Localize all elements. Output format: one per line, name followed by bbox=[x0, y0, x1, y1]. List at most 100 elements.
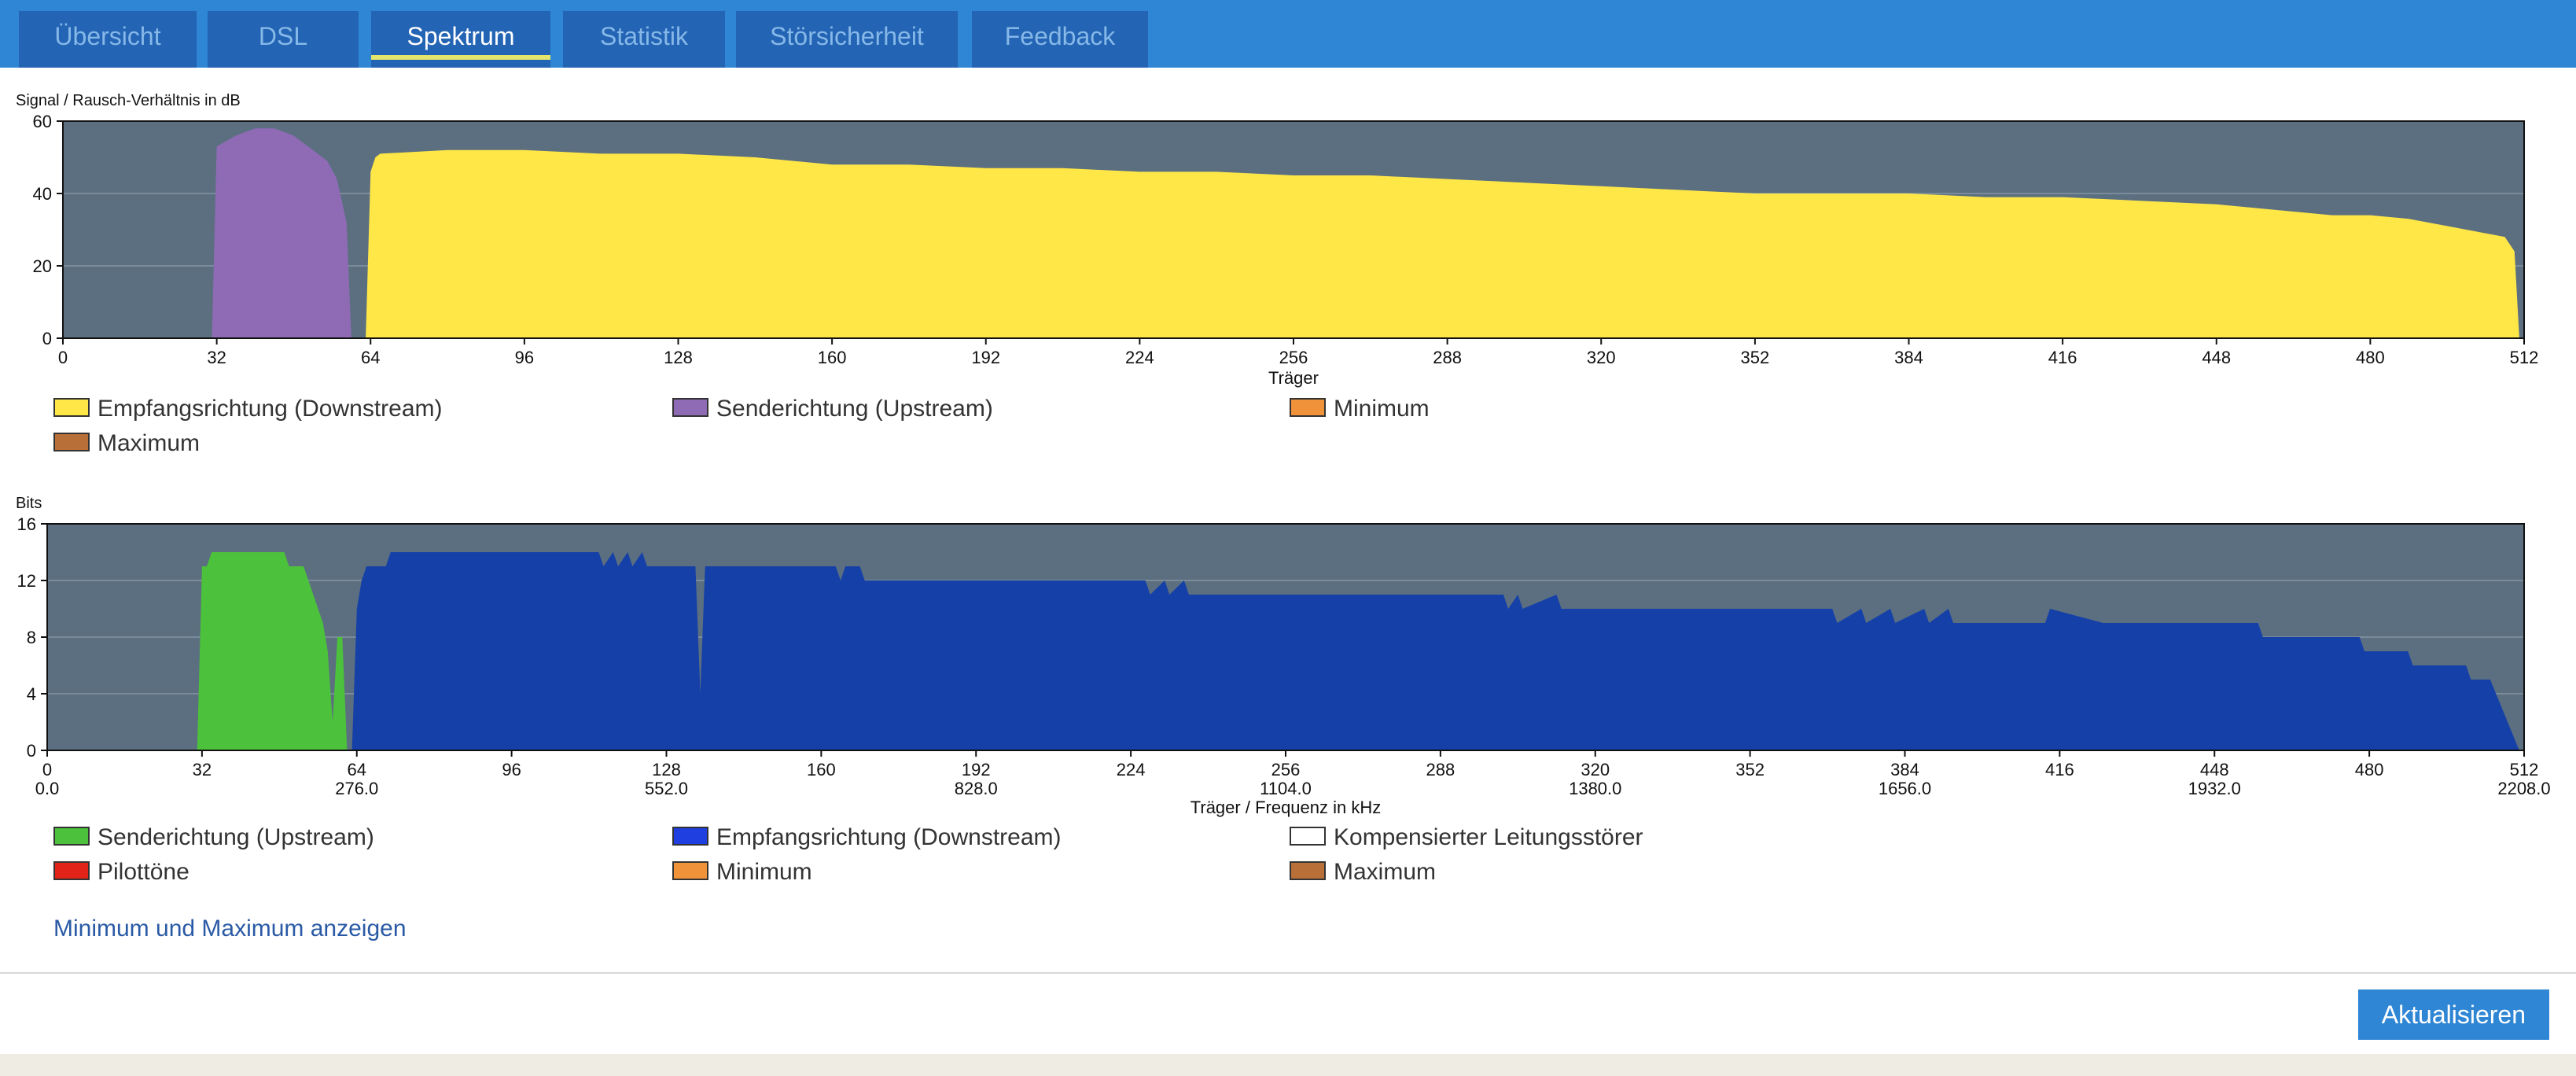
legend-label: Minimum bbox=[716, 859, 812, 885]
legend-downstream: Empfangsrichtung (Downstream) bbox=[672, 824, 1062, 852]
tab-statistik[interactable]: Statistik bbox=[563, 11, 725, 68]
series-area bbox=[197, 552, 352, 750]
legend-swatch bbox=[53, 433, 90, 452]
series-area bbox=[212, 128, 351, 338]
x-tick-label: 416 bbox=[2045, 760, 2074, 779]
legend-label: Kompensierter Leitungsstörer bbox=[1334, 824, 1643, 850]
x-tick-label: 64 bbox=[348, 760, 366, 779]
legend-upstream: Senderichtung (Upstream) bbox=[672, 395, 993, 423]
tab-dsl[interactable]: DSL bbox=[208, 11, 359, 68]
legend-downstream: Empfangsrichtung (Downstream) bbox=[53, 395, 443, 423]
freq-tick-label: 1104.0 bbox=[1260, 779, 1312, 798]
x-tick-label: 224 bbox=[1125, 348, 1154, 367]
x-tick-label: 192 bbox=[962, 760, 991, 779]
x-tick-label: 32 bbox=[193, 760, 212, 779]
page-bottom bbox=[0, 1054, 2576, 1076]
tab-uebersicht[interactable]: Übersicht bbox=[19, 11, 197, 68]
tab-feedback[interactable]: Feedback bbox=[972, 11, 1148, 68]
tab-label: Statistik bbox=[599, 22, 689, 50]
x-tick-label: 448 bbox=[2200, 760, 2229, 779]
tab-label: Spektrum bbox=[407, 22, 515, 50]
legend-label: Empfangsrichtung (Downstream) bbox=[98, 396, 443, 422]
series-area bbox=[366, 149, 2519, 338]
freq-tick-label: 2208.0 bbox=[2497, 779, 2550, 798]
x-axis-label: Träger / Frequenz in kHz bbox=[1190, 798, 1382, 817]
legend-swatch bbox=[53, 398, 90, 418]
y-axis-label: Bits bbox=[16, 495, 42, 512]
legend-swatch bbox=[1290, 827, 1326, 846]
freq-tick-label: 1380.0 bbox=[1569, 779, 1621, 798]
x-tick-label: 160 bbox=[818, 348, 847, 367]
freq-tick-label: 276.0 bbox=[335, 779, 378, 798]
x-tick-label: 384 bbox=[1890, 760, 1919, 779]
tab-label: Feedback bbox=[1004, 22, 1116, 50]
x-tick-label: 384 bbox=[1894, 348, 1923, 367]
x-tick-label: 448 bbox=[2202, 348, 2231, 367]
legend-minimum: Minimum bbox=[1290, 395, 1430, 423]
x-tick-label: 480 bbox=[2356, 348, 2385, 367]
y-tick-label: 60 bbox=[33, 112, 52, 131]
x-tick-label: 160 bbox=[807, 760, 836, 779]
x-tick-label: 256 bbox=[1271, 760, 1301, 779]
tab-label: Störsicherheit bbox=[770, 22, 924, 50]
legend-minimum: Minimum bbox=[672, 858, 812, 886]
legend-label: Maximum bbox=[98, 430, 201, 456]
legend-label: Senderichtung (Upstream) bbox=[716, 396, 993, 422]
x-tick-label: 288 bbox=[1426, 760, 1455, 779]
tab-bar: Übersicht DSL Spektrum Statistik Störsic… bbox=[0, 0, 2576, 68]
legend-upstream: Senderichtung (Upstream) bbox=[53, 824, 374, 852]
legend-label: Senderichtung (Upstream) bbox=[98, 824, 374, 850]
freq-tick-label: 828.0 bbox=[955, 779, 998, 798]
x-tick-label: 0 bbox=[42, 760, 52, 779]
legend-swatch bbox=[53, 861, 90, 881]
x-tick-label: 352 bbox=[1741, 348, 1770, 367]
footer-divider bbox=[0, 972, 2576, 974]
freq-tick-label: 1932.0 bbox=[2188, 779, 2241, 798]
x-tick-label: 512 bbox=[2510, 760, 2539, 779]
legend-swatch bbox=[672, 827, 708, 846]
series-area bbox=[351, 552, 2519, 750]
legend-swatch bbox=[672, 398, 708, 418]
x-tick-label: 32 bbox=[207, 348, 226, 367]
freq-tick-label: 552.0 bbox=[645, 779, 688, 798]
legend-swatch bbox=[1290, 398, 1326, 418]
x-tick-label: 288 bbox=[1433, 348, 1462, 367]
x-tick-label: 96 bbox=[515, 348, 534, 367]
legend-label: Pilottöne bbox=[98, 859, 190, 885]
x-tick-label: 0 bbox=[58, 348, 68, 367]
tab-spektrum[interactable]: Spektrum bbox=[371, 11, 550, 68]
legend-swatch bbox=[1290, 861, 1326, 881]
x-tick-label: 320 bbox=[1587, 348, 1616, 367]
legend-compensated: Kompensierter Leitungsstörer bbox=[1290, 824, 1643, 852]
tab-label: Übersicht bbox=[54, 22, 161, 50]
x-tick-label: 128 bbox=[652, 760, 681, 779]
legend-swatch bbox=[672, 861, 708, 881]
y-tick-label: 4 bbox=[27, 684, 36, 704]
x-tick-label: 64 bbox=[361, 348, 380, 367]
x-tick-label: 480 bbox=[2355, 760, 2384, 779]
footer-bar: Aktualisieren bbox=[0, 974, 2576, 1054]
x-tick-label: 416 bbox=[2048, 348, 2077, 367]
refresh-button[interactable]: Aktualisieren bbox=[2357, 989, 2549, 1040]
y-tick-label: 16 bbox=[17, 514, 36, 534]
x-tick-label: 96 bbox=[502, 760, 521, 779]
x-axis-label: Träger bbox=[1268, 368, 1319, 388]
tab-stoersicherheit[interactable]: Störsicherheit bbox=[736, 11, 958, 68]
y-tick-label: 0 bbox=[42, 329, 52, 348]
y-axis-label: Signal / Rausch-Verhältnis in dB bbox=[16, 92, 241, 109]
x-tick-label: 224 bbox=[1117, 760, 1146, 779]
y-tick-label: 40 bbox=[33, 184, 52, 204]
legend-maximum: Maximum bbox=[1290, 858, 1436, 886]
tab-label: DSL bbox=[258, 22, 308, 50]
freq-tick-label: 0.0 bbox=[35, 779, 60, 798]
legend-label: Minimum bbox=[1334, 396, 1430, 422]
snr-chart: Signal / Rausch-Verhältnis in dB 0 20 40 60 0… bbox=[16, 92, 2538, 388]
x-tick-label: 128 bbox=[664, 348, 693, 367]
y-tick-label: 12 bbox=[17, 571, 36, 591]
legend-maximum: Maximum bbox=[53, 429, 200, 458]
x-tick-label: 352 bbox=[1735, 760, 1765, 779]
x-tick-label: 192 bbox=[971, 348, 1000, 367]
show-min-max-link[interactable]: Minimum und Maximum anzeigen bbox=[53, 916, 407, 942]
x-tick-label: 256 bbox=[1279, 348, 1308, 367]
